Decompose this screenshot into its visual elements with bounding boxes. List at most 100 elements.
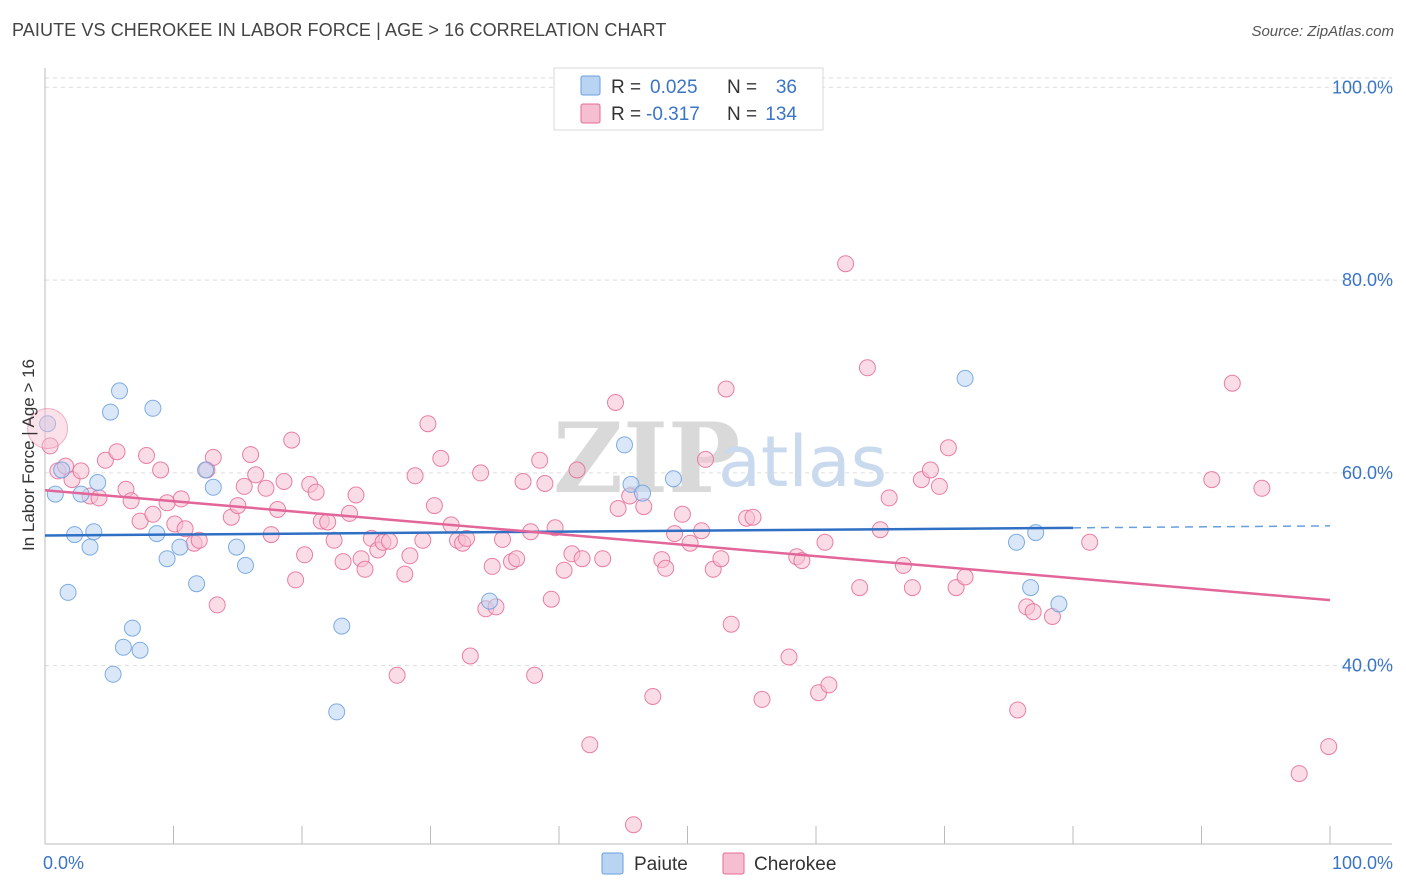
paiute-r-value: 0.025 [650, 77, 698, 98]
cherokee-point [697, 450, 714, 468]
cherokee-point [816, 533, 834, 551]
paiute-point [158, 550, 176, 568]
cherokee-point [956, 568, 974, 586]
cherokee-point [208, 596, 226, 614]
cherokee-point [414, 531, 432, 549]
cherokee-point [432, 449, 450, 467]
cherokee-point [334, 553, 352, 571]
cherokee-point [341, 504, 358, 522]
paiute-point [664, 470, 682, 488]
cherokee-point [594, 550, 612, 568]
cherokee-point [406, 467, 424, 485]
paiute-point [59, 583, 77, 601]
paiute-point [1050, 595, 1068, 613]
cherokee-point [242, 446, 260, 464]
paiute-point [39, 415, 57, 433]
cherokee-point [235, 477, 253, 495]
correlation-legend: R = 0.025 N = 36 R = -0.317 N = 134 [553, 67, 824, 131]
cherokee-legend-label: Cherokee [754, 854, 836, 875]
cherokee-n-label: N = [727, 104, 757, 125]
cherokee-point [158, 494, 176, 512]
cherokee-point [903, 579, 921, 597]
paiute-point [114, 638, 132, 656]
y-tick-label: 40.0% [1342, 656, 1393, 676]
paiute-point [634, 484, 651, 502]
paiute-point [237, 556, 254, 574]
axes [44, 68, 1392, 845]
cherokee-legend-swatch [580, 103, 601, 124]
cherokee-point [712, 550, 730, 568]
paiute-point [46, 485, 64, 503]
cherokee-point [122, 492, 140, 510]
cherokee-point [921, 461, 939, 479]
paiute-point [228, 538, 245, 556]
cherokee-point [483, 557, 501, 575]
cherokee-point [144, 505, 162, 523]
paiute-point [1008, 533, 1025, 551]
cherokee-n-value: 134 [765, 104, 797, 125]
cherokee-point [396, 565, 414, 583]
cherokee-point [461, 647, 479, 665]
cherokee-trend-line [44, 488, 1331, 602]
cherokee-point [356, 560, 374, 578]
grid-lines [45, 77, 1392, 667]
cherokee-point [753, 690, 771, 708]
cherokee-point [581, 736, 599, 754]
watermark: ZIP atlas [553, 402, 887, 515]
paiute-point [616, 436, 633, 454]
x-tick-label: 0.0% [43, 853, 84, 873]
paiute-point [171, 538, 189, 556]
x-tick-label: 100.0% [1332, 853, 1393, 873]
paiute-point [89, 474, 107, 491]
cherokee-point [204, 448, 222, 466]
cherokee-point [283, 431, 301, 449]
cherokee-point [307, 483, 325, 501]
cherokee-point [744, 508, 762, 526]
cherokee-point [90, 489, 108, 507]
cherokee-point [858, 359, 876, 377]
paiute-point [111, 382, 128, 400]
cherokee-point [1290, 765, 1308, 783]
paiute-point [81, 538, 99, 556]
paiute-point [481, 592, 499, 610]
cherokee-point [108, 443, 126, 461]
cherokee-point [717, 380, 735, 398]
cherokee-point [425, 497, 443, 515]
cherokee-point [388, 666, 406, 684]
paiute-point [333, 617, 351, 635]
cherokee-point [138, 447, 155, 464]
paiute-trend-extension [1072, 525, 1331, 529]
cherokee-swatch [722, 852, 745, 875]
cherokee-point [820, 676, 838, 694]
cherokee-point [573, 550, 591, 568]
cherokee-point [401, 547, 419, 565]
y-axis-title: In Labor Force | Age > 16 [19, 359, 38, 551]
cherokee-point [793, 552, 811, 570]
cherokee-point [531, 451, 549, 469]
cherokee-point [257, 479, 275, 497]
cherokee-point [494, 530, 511, 548]
paiute-point [328, 703, 346, 721]
cherokee-point [176, 520, 194, 538]
cherokee-point [666, 525, 684, 543]
cherokee-point [1009, 701, 1027, 719]
cherokee-point [419, 415, 437, 433]
cherokee-point [555, 561, 573, 579]
cherokee-point [673, 505, 691, 523]
cherokee-point [27, 408, 69, 450]
chart-title: PAIUTE VS CHEROKEE IN LABOR FORCE | AGE … [12, 20, 667, 40]
paiute-point [204, 478, 222, 496]
data-points [27, 255, 1338, 834]
cherokee-point [1081, 533, 1099, 551]
y-tick-label: 60.0% [1342, 463, 1393, 483]
cherokee-point [780, 648, 798, 666]
paiute-r-label: R = [611, 77, 641, 98]
cherokee-point [1253, 479, 1271, 497]
cherokee-r-label: R = [611, 104, 641, 125]
paiute-point [53, 461, 71, 479]
paiute-n-label: N = [727, 77, 757, 98]
paiute-point [85, 523, 103, 541]
cherokee-point [325, 531, 343, 549]
watermark-atlas: atlas [718, 421, 887, 503]
